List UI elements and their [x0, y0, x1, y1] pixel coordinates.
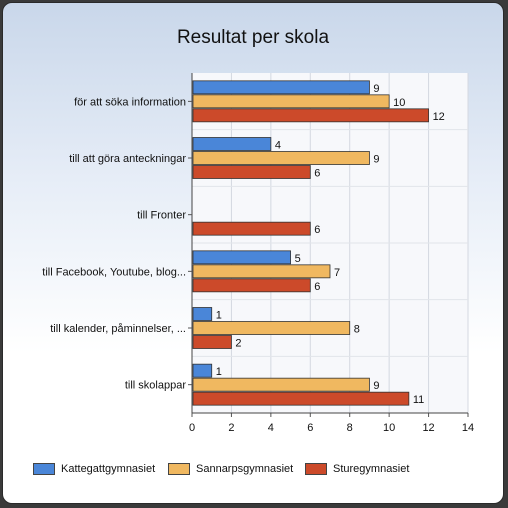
x-tick-label-5: 10	[383, 422, 395, 434]
x-tick-label-2: 4	[268, 422, 274, 434]
data-label-5-1: 9	[373, 380, 379, 392]
data-label-0-2: 12	[433, 111, 445, 123]
bar-1-0	[192, 137, 272, 151]
data-label-5-0: 1	[216, 366, 222, 378]
bar-0-0	[192, 80, 370, 95]
bar-2-2	[192, 221, 311, 236]
legend-label-1: Sannarpsgymnasiet	[196, 463, 294, 475]
legend-swatch-0	[33, 463, 55, 475]
bar-4-2	[192, 335, 232, 349]
data-label-3-2: 6	[314, 281, 320, 293]
bar-0-2	[192, 108, 429, 123]
legend-swatch-2	[305, 463, 327, 475]
legend-label-2: Sturegymnasiet	[333, 463, 410, 475]
category-label-0: för att söka information	[74, 96, 186, 108]
data-label-3-1: 7	[334, 267, 340, 279]
category-label-3: till Facebook, Youtube, blog...	[42, 266, 186, 278]
data-label-2-2: 6	[314, 224, 320, 236]
category-label-1: till att göra anteckningar	[69, 153, 186, 165]
legend-label-0: Kattegattgymnasiet	[61, 463, 156, 475]
x-tick-label-4: 8	[347, 422, 353, 434]
data-label-1-0: 4	[275, 140, 281, 152]
data-label-5-2: 11	[413, 394, 424, 406]
x-tick-label-6: 12	[422, 422, 434, 434]
legend-item-2: Sturegymnasiet	[305, 463, 409, 475]
data-label-4-1: 8	[354, 324, 360, 336]
data-label-4-0: 1	[216, 310, 222, 322]
data-label-0-0: 9	[373, 83, 379, 95]
bar-3-2	[192, 278, 311, 293]
bar-4-0	[192, 307, 213, 321]
data-label-1-1: 9	[373, 154, 379, 166]
bar-3-0	[192, 250, 291, 265]
data-label-1-2: 6	[314, 168, 320, 180]
legend-item-0: Kattegattgymnasiet	[33, 463, 155, 475]
data-label-3-0: 5	[295, 253, 301, 265]
category-label-2: till Fronter	[137, 210, 186, 222]
bar-3-1	[192, 264, 331, 279]
chart-title: Resultat per skola	[176, 27, 330, 48]
category-label-4: till kalender, påminnelser, ...	[50, 323, 186, 335]
data-label-4-2: 2	[235, 338, 241, 350]
x-tick-label-0: 0	[189, 422, 195, 434]
x-tick-label-3: 6	[307, 422, 313, 434]
data-label-0-1: 10	[393, 97, 405, 109]
chart-frame: Resultat per skola 0 2 4 6 8 10 12 14 för att sö…	[2, 2, 504, 504]
bar-0-1	[192, 94, 390, 109]
bar-5-2	[192, 391, 410, 406]
legend-swatch-1	[168, 463, 190, 475]
x-tick-label-7: 14	[462, 422, 474, 434]
bar-5-1	[192, 377, 370, 392]
x-tick-label-1: 2	[228, 422, 234, 434]
bar-1-1	[192, 151, 370, 165]
bar-5-0	[192, 363, 213, 378]
bar-1-2	[192, 165, 311, 179]
legend-item-1: Sannarpsgymnasiet	[168, 463, 293, 475]
bar-4-1	[192, 321, 351, 335]
category-label-5: till skolappar	[125, 380, 186, 392]
